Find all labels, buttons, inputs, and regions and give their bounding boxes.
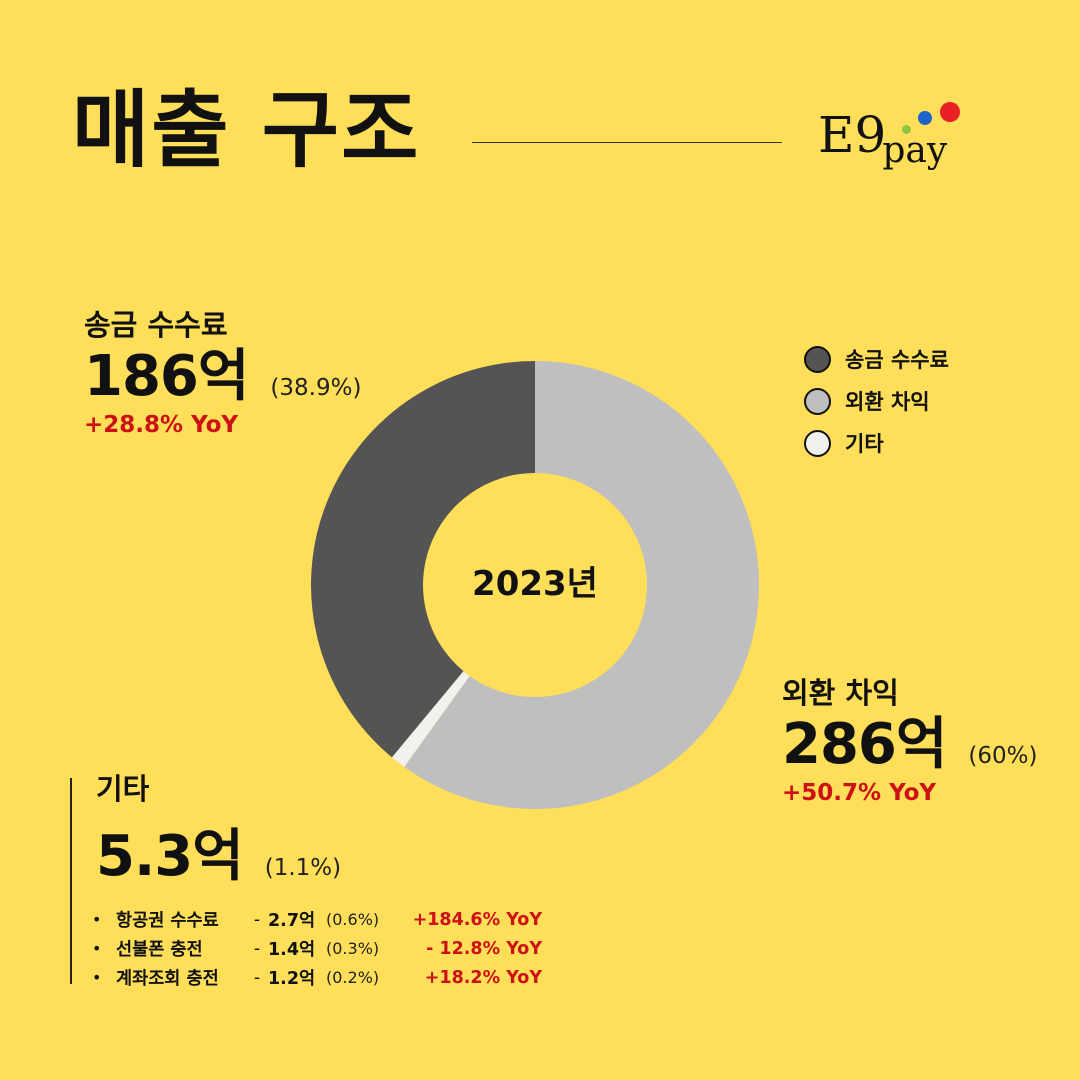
item-name: 선불폰 충전 xyxy=(116,940,203,960)
e9pay-logo: E9pay xyxy=(818,96,978,186)
list-item: • 계좌조회 충전 - 1.2억 (0.2%) +18.2% YoY xyxy=(92,963,542,992)
bullet: • xyxy=(92,968,102,987)
page-title: 매출 구조 xyxy=(72,81,421,179)
item-share: (0.3%) xyxy=(326,939,380,958)
fx-gain-yoy: +50.7% YoY xyxy=(782,779,937,806)
legend-item-fx: 외환 차익 xyxy=(804,380,949,422)
item-share: (0.6%) xyxy=(326,910,380,929)
other-revenue-value-row: 5.3억 (1.1%) xyxy=(96,823,341,890)
bullet: • xyxy=(92,910,102,929)
other-revenue-share: (1.1%) xyxy=(264,854,342,881)
item-dash: - xyxy=(253,967,261,988)
legend-swatch-fx xyxy=(804,387,831,415)
item-name: 계좌조회 충전 xyxy=(116,969,219,989)
item-amount: 2.7억 xyxy=(268,911,316,931)
other-revenue-block: 기타 5.3억 (1.1%) xyxy=(96,772,341,890)
item-amount: 1.4억 xyxy=(268,940,316,960)
logo-red-dot xyxy=(940,102,960,122)
legend-label: 기타 xyxy=(845,432,884,456)
legend-item-remittance: 송금 수수료 xyxy=(804,338,949,380)
fx-gain-value: 286억 xyxy=(782,711,947,777)
logo-green-dot xyxy=(902,125,911,134)
logo-blue-dot xyxy=(918,111,932,125)
logo-sub-text: pay xyxy=(882,130,948,171)
item-yoy: - 12.8% YoY xyxy=(426,938,542,959)
other-revenue-value: 5.3억 xyxy=(96,823,244,889)
fx-gain-value-row: 286억 (60%) xyxy=(782,711,1038,778)
item-amount: 1.2억 xyxy=(268,969,316,989)
revenue-donut-chart xyxy=(310,361,759,809)
other-block-accent-bar xyxy=(70,778,72,984)
item-share: (0.2%) xyxy=(326,968,380,987)
donut-segment-1 xyxy=(391,671,470,767)
legend-label: 송금 수수료 xyxy=(845,348,949,372)
other-revenue-label: 기타 xyxy=(96,772,150,806)
item-dash: - xyxy=(253,909,261,930)
remittance-fee-yoy: +28.8% YoY xyxy=(84,411,239,438)
donut-segment-0 xyxy=(404,361,759,809)
remittance-fee-share: (38.9%) xyxy=(270,374,362,401)
item-dash: - xyxy=(253,938,261,959)
fx-gain-label: 외환 차익 xyxy=(782,676,899,710)
item-yoy: +18.2% YoY xyxy=(424,967,542,988)
legend-swatch-remittance xyxy=(804,345,831,373)
item-yoy: +184.6% YoY xyxy=(412,909,542,930)
chart-legend: 송금 수수료 외환 차익 기타 xyxy=(804,338,949,464)
donut-segment-2 xyxy=(310,361,535,758)
remittance-fee-label: 송금 수수료 xyxy=(84,308,228,342)
legend-label: 외환 차익 xyxy=(845,390,930,414)
list-item: • 항공권 수수료 - 2.7억 (0.6%) +184.6% YoY xyxy=(92,905,542,934)
fx-gain-block: 외환 차익 286억 (60%) +50.7% YoY xyxy=(782,676,1038,806)
remittance-fee-value: 186억 xyxy=(84,343,249,409)
list-item: • 선불폰 충전 - 1.4억 (0.3%) - 12.8% YoY xyxy=(92,934,542,963)
remittance-fee-value-row: 186억 (38.9%) xyxy=(84,343,361,410)
fx-gain-share: (60%) xyxy=(968,742,1038,769)
logo-wordmark: E9pay xyxy=(818,110,951,169)
title-divider xyxy=(472,142,782,143)
legend-item-other: 기타 xyxy=(804,422,949,464)
legend-swatch-other xyxy=(804,429,831,457)
remittance-fee-block: 송금 수수료 186억 (38.9%) +28.8% YoY xyxy=(84,308,361,438)
bullet: • xyxy=(92,939,102,958)
donut-center-year: 2023년 xyxy=(472,564,598,604)
other-breakdown-list: • 항공권 수수료 - 2.7억 (0.6%) +184.6% YoY • 선불… xyxy=(92,905,542,992)
logo-main-text: E9 xyxy=(818,106,887,164)
item-name: 항공권 수수료 xyxy=(116,911,219,931)
